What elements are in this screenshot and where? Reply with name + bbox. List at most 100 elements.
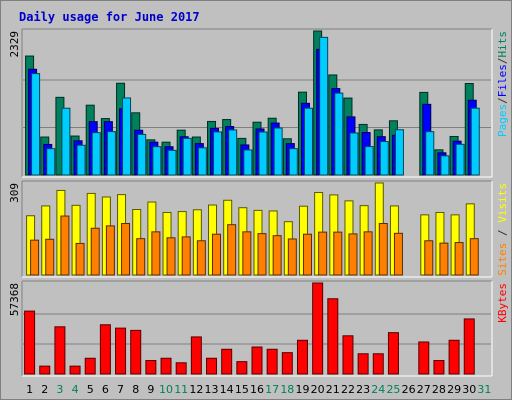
bar-kbytes-day-12 — [190, 336, 202, 375]
bar-pages-day-25 — [394, 129, 404, 176]
day-label: 19 — [295, 383, 309, 396]
bar-sites-day-16 — [257, 233, 267, 276]
bar-kbytes-day-10 — [160, 357, 172, 375]
bar-sites-day-22 — [348, 233, 358, 276]
bar-pages-day-22 — [349, 132, 359, 176]
bar-sites-day-30 — [469, 238, 479, 276]
day-label: 11 — [174, 383, 188, 396]
legend-part: / — [496, 223, 509, 243]
series-legend: Pages/Files/Hits — [496, 31, 509, 137]
bar-kbytes-day-20 — [312, 282, 324, 375]
day-label: 22 — [341, 383, 355, 396]
bar-pages-day-5 — [91, 132, 101, 176]
bar-pages-day-7 — [122, 97, 132, 176]
bar-sites-day-11 — [181, 236, 191, 276]
bar-sites-day-23 — [363, 231, 373, 276]
bar-sites-day-24 — [378, 222, 388, 276]
day-label: 2 — [41, 383, 48, 396]
bar-kbytes-day-11 — [175, 362, 187, 375]
day-label: 3 — [56, 383, 63, 396]
day-label: 7 — [117, 383, 124, 396]
bar-kbytes-day-30 — [463, 318, 475, 375]
legend-part: Hits — [496, 31, 509, 58]
bar-pages-day-23 — [364, 146, 374, 176]
day-label: 29 — [447, 383, 461, 396]
day-label: 16 — [250, 383, 264, 396]
day-label: 14 — [220, 383, 234, 396]
bar-pages-day-29 — [455, 143, 465, 176]
panel-kbytes: 57368 KBytes — [8, 280, 509, 377]
bar-kbytes-day-5 — [84, 357, 96, 375]
bar-kbytes-day-23 — [357, 353, 369, 375]
bar-sites-day-5 — [90, 227, 100, 276]
bar-kbytes-day-3 — [54, 326, 66, 375]
ymax-label: 2329 — [8, 31, 21, 58]
day-label: 31 — [477, 383, 491, 396]
bar-pages-day-28 — [440, 155, 450, 176]
bar-sites-day-10 — [166, 237, 176, 276]
bar-kbytes-day-6 — [99, 324, 111, 375]
bar-pages-day-4 — [76, 144, 86, 176]
bar-pages-day-8 — [137, 133, 147, 176]
bar-kbytes-day-21 — [327, 298, 339, 375]
bar-pages-day-2 — [46, 148, 56, 176]
day-label: 20 — [311, 383, 325, 396]
bar-pages-day-1 — [31, 73, 41, 176]
bar-sites-day-7 — [121, 222, 131, 276]
bar-pages-day-30 — [470, 107, 480, 176]
bar-kbytes-day-18 — [281, 352, 293, 375]
bar-pages-day-10 — [167, 149, 177, 176]
bar-kbytes-day-2 — [39, 365, 51, 375]
bar-pages-day-13 — [213, 131, 223, 176]
day-label: 17 — [265, 383, 279, 396]
legend-part: Files — [496, 64, 509, 97]
bar-sites-day-2 — [45, 238, 55, 276]
day-label: 10 — [159, 383, 173, 396]
bar-sites-day-1 — [30, 239, 40, 276]
chart-title: Daily usage for June 2017 — [19, 10, 200, 24]
bar-pages-day-20 — [319, 36, 329, 176]
bar-sites-day-28 — [439, 242, 449, 276]
bar-pages-day-17 — [273, 127, 283, 176]
bar-kbytes-day-27 — [418, 341, 430, 375]
bar-kbytes-day-22 — [342, 335, 354, 375]
legend-part: KBytes — [496, 283, 509, 323]
bar-sites-day-9 — [151, 231, 161, 276]
bar-pages-day-27 — [425, 131, 435, 176]
bar-sites-day-3 — [60, 215, 70, 276]
bar-sites-day-25 — [393, 232, 403, 276]
day-label: 6 — [102, 383, 109, 396]
legend-part: / — [496, 97, 509, 104]
day-labels: 1 2 3 4 5 6 7 8 9 10 11 12 13 14 15 16 17 18 19 20 21 22 23 24 2… — [26, 383, 491, 396]
panel-visits-sites: 309 Sites / Visits — [8, 180, 509, 278]
bar-kbytes-day-7 — [115, 327, 127, 375]
ymax-label: 57368 — [8, 283, 21, 316]
bar-sites-day-14 — [227, 224, 237, 276]
day-label: 8 — [132, 383, 139, 396]
day-label: 4 — [72, 383, 79, 396]
bar-sites-day-13 — [212, 233, 222, 276]
bar-kbytes-day-28 — [433, 360, 445, 375]
legend-part: / — [496, 58, 509, 65]
legend-part: Sites — [496, 243, 509, 276]
bar-sites-day-4 — [75, 242, 85, 276]
day-label: 28 — [432, 383, 446, 396]
day-label: 23 — [356, 383, 370, 396]
bar-kbytes-day-29 — [448, 339, 460, 375]
bar-sites-day-15 — [242, 231, 252, 276]
bar-pages-day-12 — [197, 147, 207, 176]
bar-pages-day-9 — [152, 146, 162, 176]
series-legend: Sites / Visits — [496, 183, 509, 276]
bar-kbytes-day-14 — [221, 348, 233, 375]
bar-sites-day-27 — [424, 240, 434, 276]
bar-sites-day-8 — [136, 238, 146, 276]
bar-sites-day-19 — [302, 233, 312, 276]
bar-kbytes-day-25 — [387, 332, 399, 375]
bar-pages-day-18 — [288, 148, 298, 176]
day-label: 25 — [386, 383, 400, 396]
day-label: 12 — [189, 383, 203, 396]
bar-sites-day-6 — [105, 225, 115, 276]
bar-kbytes-day-13 — [206, 357, 218, 375]
legend-part: Pages — [496, 104, 509, 137]
